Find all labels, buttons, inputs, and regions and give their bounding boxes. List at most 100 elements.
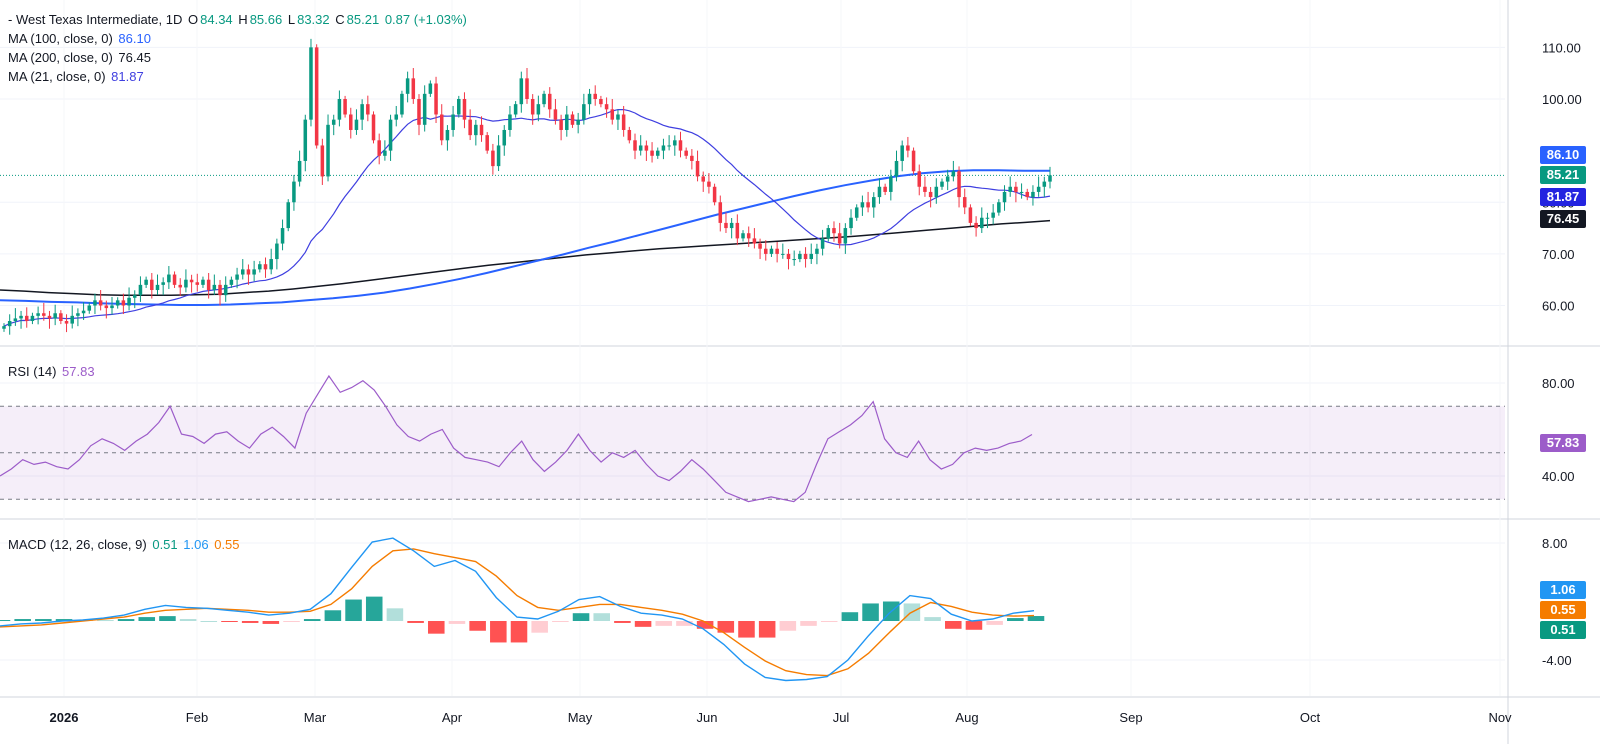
- candle-body[interactable]: [354, 119, 359, 130]
- candle-body[interactable]: [854, 207, 859, 218]
- candle-body[interactable]: [843, 228, 848, 244]
- candle-body[interactable]: [650, 150, 654, 156]
- candle-body[interactable]: [98, 300, 103, 306]
- candle-body[interactable]: [559, 119, 563, 130]
- candle-body[interactable]: [900, 145, 904, 161]
- candle-body[interactable]: [530, 99, 535, 115]
- candle-body[interactable]: [889, 176, 893, 192]
- candle-body[interactable]: [729, 222, 734, 229]
- candle-body[interactable]: [633, 140, 637, 151]
- macd-signal-line[interactable]: [0, 548, 1035, 677]
- candle-body[interactable]: [155, 284, 160, 291]
- candle-body[interactable]: [87, 305, 92, 311]
- candle-body[interactable]: [439, 114, 444, 141]
- macd-histogram-bar[interactable]: [0, 620, 11, 622]
- macd-histogram-bar[interactable]: [800, 621, 817, 626]
- candle-body[interactable]: [1036, 186, 1041, 192]
- candle-body[interactable]: [417, 99, 421, 125]
- candle-body[interactable]: [59, 313, 63, 321]
- candle-body[interactable]: [115, 300, 120, 306]
- candle-body[interactable]: [746, 233, 751, 239]
- candle-body[interactable]: [161, 282, 165, 285]
- candle-body[interactable]: [638, 145, 643, 151]
- candle-body[interactable]: [132, 295, 137, 298]
- candle-body[interactable]: [781, 253, 785, 255]
- candle-body[interactable]: [422, 93, 427, 125]
- macd-histogram-bar[interactable]: [510, 621, 528, 643]
- macd-histogram-bar[interactable]: [676, 621, 693, 626]
- candle-body[interactable]: [314, 47, 319, 146]
- candle-body[interactable]: [661, 145, 666, 151]
- candle-body[interactable]: [189, 279, 194, 283]
- candle-body[interactable]: [64, 321, 69, 324]
- macd-histogram-bar[interactable]: [221, 621, 238, 622]
- candle-body[interactable]: [695, 160, 700, 177]
- candle-body[interactable]: [1048, 175, 1052, 182]
- candle-body[interactable]: [1002, 191, 1007, 203]
- candle-body[interactable]: [536, 104, 541, 115]
- candle-body[interactable]: [331, 119, 336, 125]
- candle-body[interactable]: [434, 83, 438, 115]
- macd-pane[interactable]: [0, 537, 1045, 682]
- candle-body[interactable]: [627, 129, 632, 141]
- macd-histogram-bar[interactable]: [200, 621, 218, 622]
- macd-histogram-bar[interactable]: [945, 621, 962, 629]
- candle-body[interactable]: [235, 274, 239, 280]
- candle-body[interactable]: [707, 181, 711, 187]
- candle-body[interactable]: [985, 217, 990, 219]
- candle-body[interactable]: [468, 119, 472, 136]
- macd-histogram-bar[interactable]: [448, 621, 466, 624]
- candle-body[interactable]: [945, 176, 950, 182]
- candle-body[interactable]: [701, 176, 705, 182]
- candle-body[interactable]: [150, 279, 154, 291]
- candle-body[interactable]: [593, 93, 597, 99]
- macd-histogram-bar[interactable]: [531, 621, 548, 633]
- candle-body[interactable]: [371, 114, 376, 141]
- candle-body[interactable]: [582, 104, 586, 120]
- macd-histogram-bar[interactable]: [1027, 616, 1045, 621]
- candle-body[interactable]: [837, 233, 842, 244]
- candle-body[interactable]: [644, 145, 649, 151]
- candle-body[interactable]: [525, 78, 529, 99]
- candle-body[interactable]: [826, 228, 831, 239]
- candle-body[interactable]: [240, 269, 245, 275]
- candle-body[interactable]: [542, 93, 546, 105]
- macd-histogram-bar[interactable]: [386, 608, 404, 621]
- candle-body[interactable]: [769, 248, 774, 254]
- ma200-legend[interactable]: MA (200, close, 0) 76.45: [8, 48, 469, 67]
- candle-body[interactable]: [923, 186, 927, 192]
- candle-body[interactable]: [962, 197, 967, 208]
- candle-body[interactable]: [2, 326, 6, 329]
- macd-histogram-bar[interactable]: [407, 621, 424, 623]
- macd-histogram-bar[interactable]: [241, 621, 259, 623]
- macd-histogram-bar[interactable]: [283, 621, 300, 622]
- candle-body[interactable]: [428, 83, 433, 94]
- candle-body[interactable]: [735, 222, 740, 239]
- candle-body[interactable]: [775, 248, 779, 254]
- candle-body[interactable]: [36, 313, 40, 316]
- candle-body[interactable]: [604, 104, 609, 110]
- candle-body[interactable]: [820, 238, 825, 249]
- macd-histogram-bar[interactable]: [345, 599, 362, 621]
- candle-body[interactable]: [763, 248, 768, 254]
- candle-body[interactable]: [667, 145, 671, 147]
- candle-body[interactable]: [832, 228, 836, 234]
- macd-histogram-bar[interactable]: [924, 617, 941, 621]
- candle-body[interactable]: [553, 109, 558, 120]
- candle-body[interactable]: [42, 313, 46, 316]
- candle-body[interactable]: [445, 129, 450, 141]
- candle-body[interactable]: [297, 160, 302, 182]
- candle-body[interactable]: [758, 243, 762, 249]
- candle-body[interactable]: [678, 140, 683, 151]
- macd-histogram-bar[interactable]: [552, 621, 569, 622]
- candle-body[interactable]: [246, 269, 251, 275]
- macd-histogram-bar[interactable]: [634, 621, 652, 627]
- macd-histogram-bar[interactable]: [862, 603, 879, 621]
- candle-body[interactable]: [917, 171, 922, 187]
- macd-histogram-bar[interactable]: [138, 617, 156, 621]
- candle-body[interactable]: [1008, 186, 1012, 192]
- candle-body[interactable]: [337, 99, 342, 120]
- price-pane[interactable]: [0, 38, 1505, 335]
- candle-body[interactable]: [127, 297, 131, 306]
